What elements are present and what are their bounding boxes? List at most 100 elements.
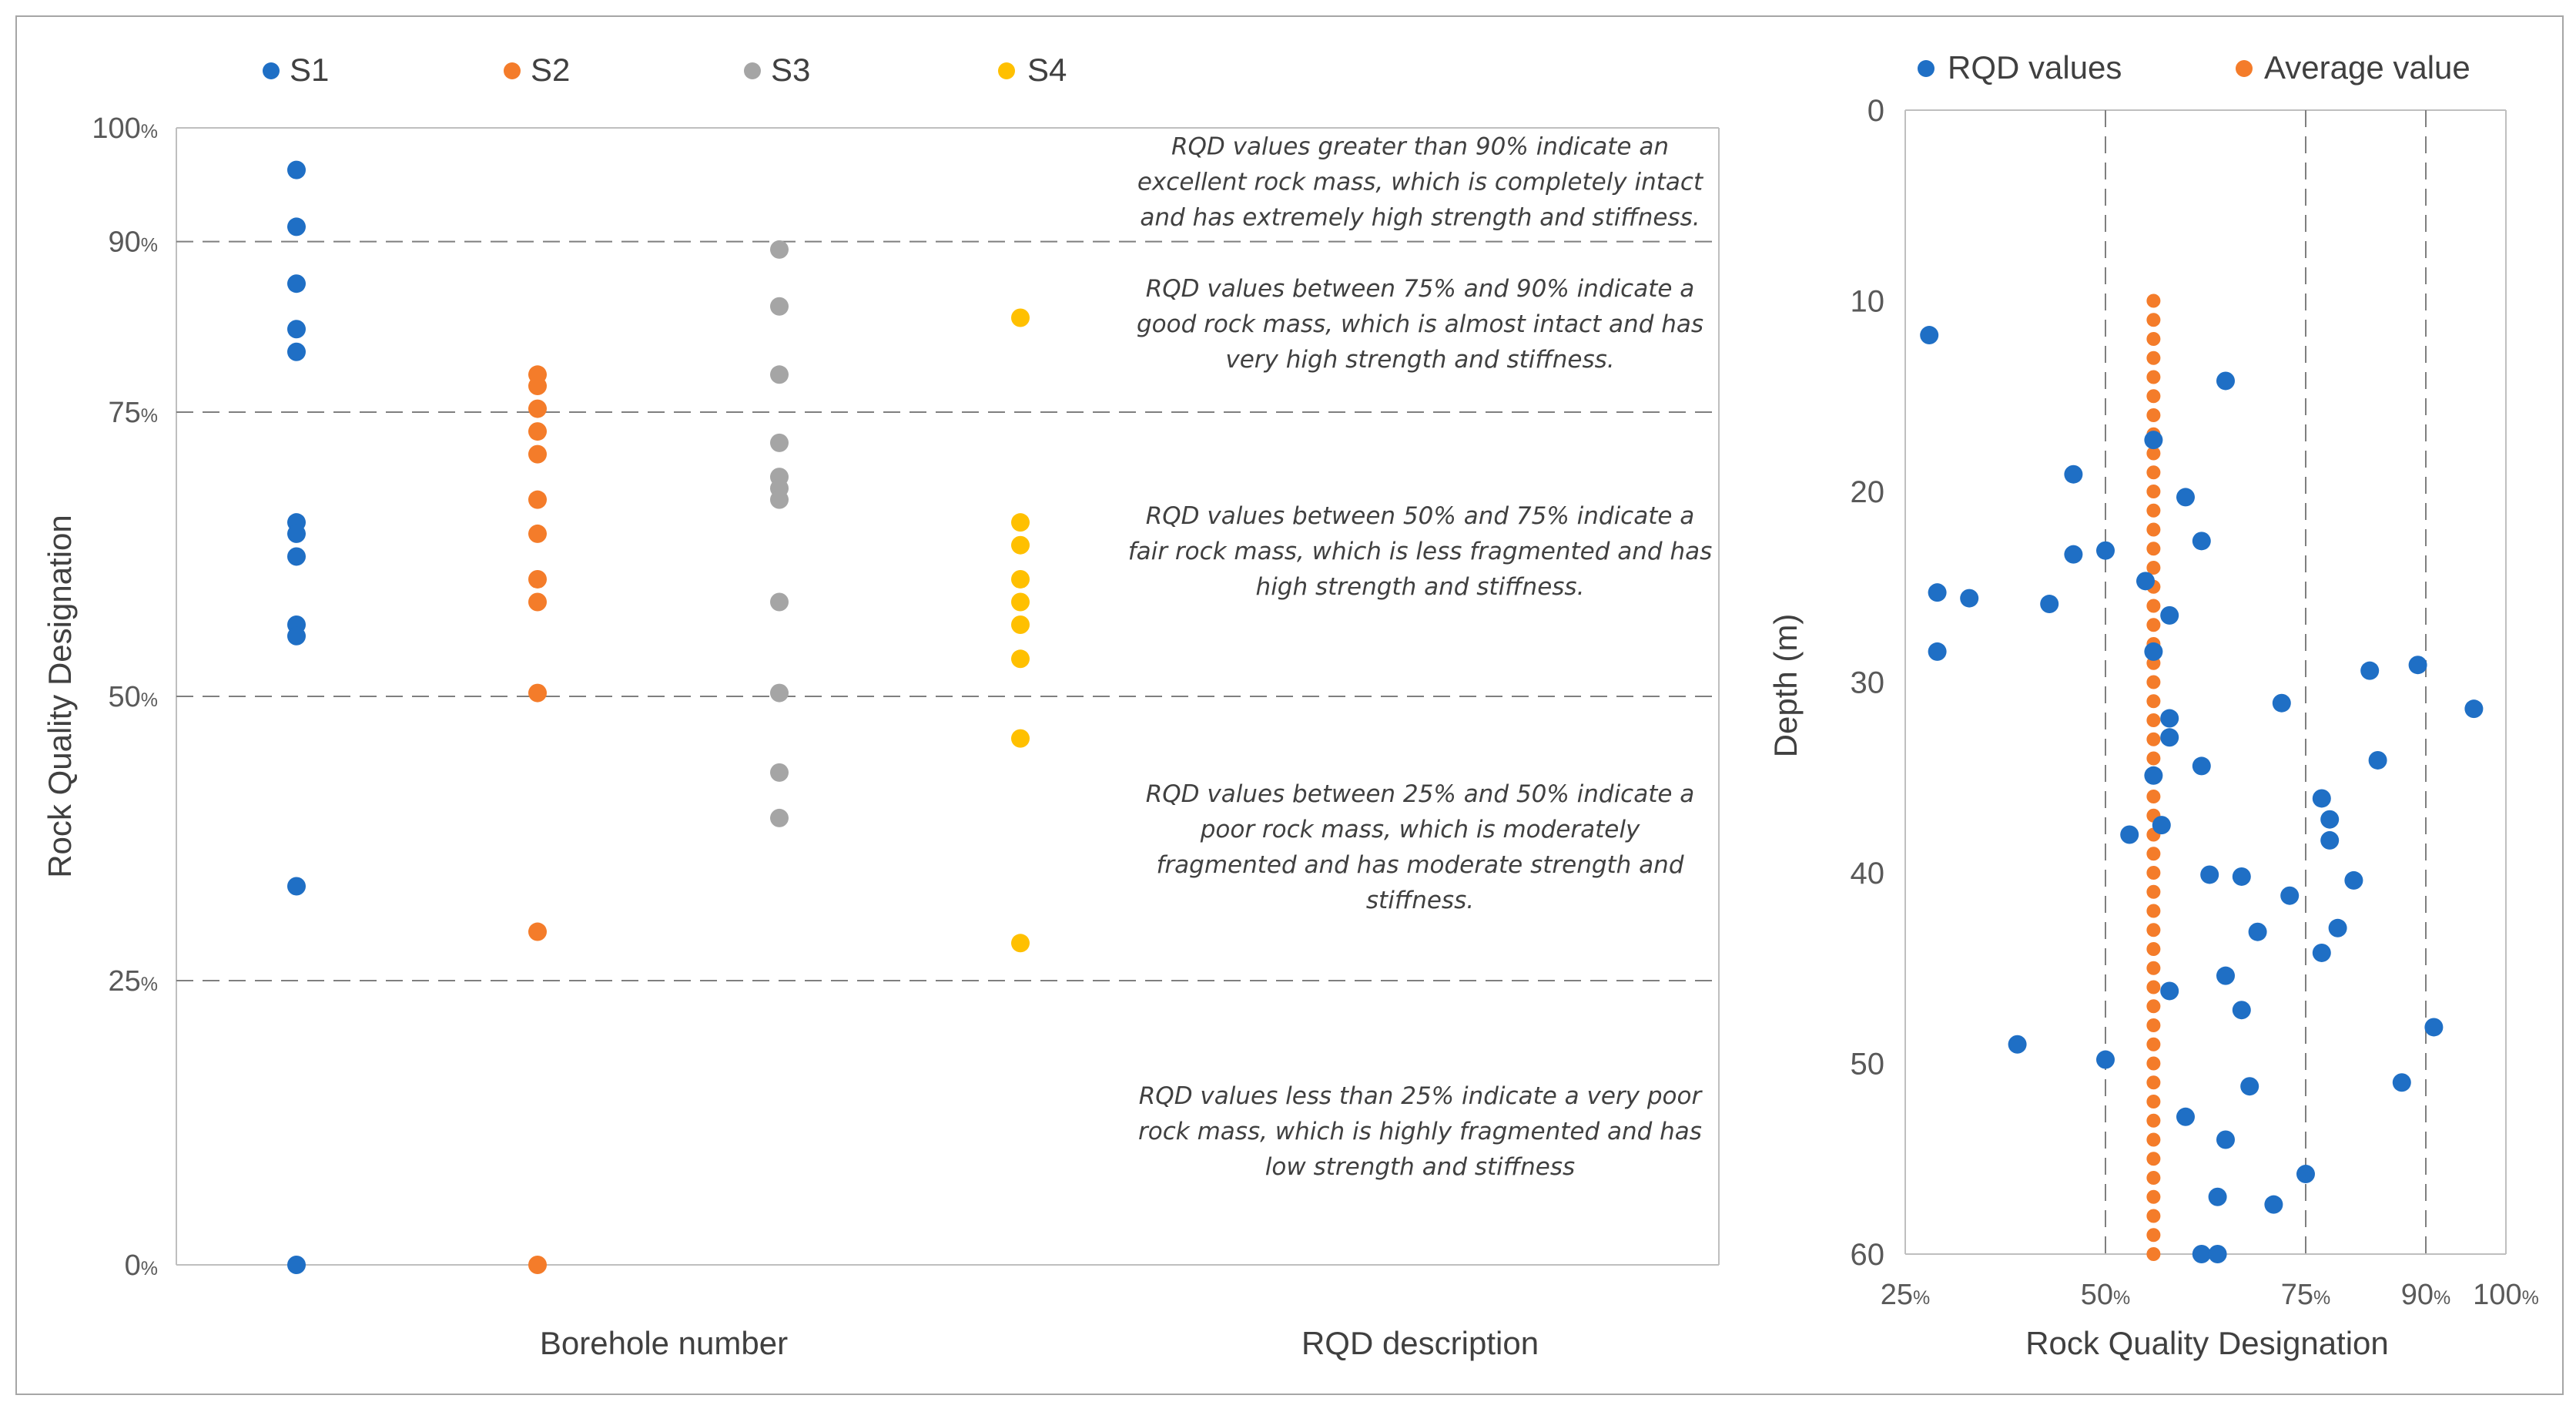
legend-item-rqd-values: RQD values xyxy=(1918,49,2122,86)
right-x-axis-title: Rock Quality Designation xyxy=(2025,1325,2389,1361)
rqd-point-17 xyxy=(2144,766,2163,785)
point-s4-0 xyxy=(1011,308,1030,327)
average-point-51 xyxy=(2146,1075,2161,1090)
point-s2-10 xyxy=(528,922,547,941)
rqd-value-points xyxy=(1920,326,2484,1263)
point-s2-8 xyxy=(528,592,547,612)
rqd-point-24 xyxy=(2280,886,2300,905)
y-tick-percent: % xyxy=(141,121,158,143)
rqd-point-6 xyxy=(2064,545,2083,564)
average-point-13 xyxy=(2146,350,2161,365)
average-point-60 xyxy=(2146,1247,2161,1261)
legend-marker-s2 xyxy=(504,62,521,79)
rqd-point-25 xyxy=(2248,922,2267,941)
point-s1-6 xyxy=(287,524,306,543)
description-0-line-1: excellent rock mass, which is completely… xyxy=(1137,168,1704,196)
point-s2-7 xyxy=(528,569,547,589)
average-point-42 xyxy=(2146,904,2161,918)
legend-item-s1: S1 xyxy=(263,52,329,88)
y-tick-percent: % xyxy=(141,689,158,711)
point-s3-0 xyxy=(770,240,789,259)
y-tick-75: 75% xyxy=(108,397,158,429)
rqd-point-45 xyxy=(2216,1130,2235,1149)
y-tick-number: 75 xyxy=(108,397,140,429)
left-y-axis-title: Rock Quality Designation xyxy=(42,515,78,878)
point-s1-2 xyxy=(287,274,306,293)
y-tick-number: 50 xyxy=(108,681,140,713)
average-point-58 xyxy=(2146,1209,2161,1223)
description-3-line-3: stiffness. xyxy=(1366,887,1474,914)
depth-tick-50: 50 xyxy=(1851,1048,1885,1082)
y-tick-number: 0 xyxy=(125,1249,141,1282)
rqd-tick-number: 50 xyxy=(2081,1279,2113,1311)
point-s2-5 xyxy=(528,490,547,509)
point-s3-1 xyxy=(770,297,789,316)
rqd-point-8 xyxy=(2136,572,2155,591)
description-0-line-2: and has extremely high strength and stif… xyxy=(1140,203,1700,231)
description-3-line-1: poor rock mass, which is moderately xyxy=(1200,816,1640,844)
rqd-point-15 xyxy=(2160,709,2179,728)
rqd-point-11 xyxy=(2144,642,2163,661)
legend-label-s3: S3 xyxy=(771,52,810,88)
y-tick-25: 25% xyxy=(108,965,158,998)
average-point-34 xyxy=(2146,751,2161,766)
average-point-14 xyxy=(2146,370,2161,384)
rqd-point-20 xyxy=(2152,816,2171,835)
description-4-line-2: low strength and stiffness xyxy=(1265,1153,1575,1181)
y-tick-percent: % xyxy=(141,1258,158,1280)
average-point-53 xyxy=(2146,1113,2161,1128)
point-s4-8 xyxy=(1011,934,1030,953)
point-s2-9 xyxy=(528,683,547,703)
average-point-59 xyxy=(2146,1228,2161,1243)
description-4-line-0: RQD values less than 25% indicate a very… xyxy=(1139,1082,1703,1110)
average-point-57 xyxy=(2146,1189,2161,1204)
rqd-point-10 xyxy=(2160,605,2179,625)
average-point-45 xyxy=(2146,961,2161,975)
average-point-52 xyxy=(2146,1095,2161,1108)
point-s4-5 xyxy=(1011,615,1030,635)
y-tick-50: 50% xyxy=(108,681,158,713)
rqd-point-43 xyxy=(2240,1077,2259,1096)
rqd-point-13 xyxy=(2192,532,2211,551)
rqd-point-19 xyxy=(2120,825,2139,844)
point-s1-1 xyxy=(287,217,306,236)
left-data-points xyxy=(287,160,1030,1274)
point-s2-11 xyxy=(528,1256,547,1274)
rqd-point-32 xyxy=(2344,870,2363,890)
point-s4-6 xyxy=(1011,649,1030,669)
legend-item-s2: S2 xyxy=(504,52,570,88)
point-s3-6 xyxy=(770,490,789,509)
legend-item-s4: S4 xyxy=(998,52,1067,88)
rqd-point-38 xyxy=(2464,699,2484,719)
rqd-point-23 xyxy=(2232,867,2251,886)
point-s1-4 xyxy=(287,342,306,361)
rqd-tick-number: 25 xyxy=(1881,1279,1913,1311)
rqd-point-7 xyxy=(2096,541,2115,560)
left-y-tick-labels: 0%25%50%75%90%100% xyxy=(92,112,158,1282)
rqd-point-27 xyxy=(2160,981,2179,1001)
rqd-point-2 xyxy=(1960,589,1979,608)
description-1-line-1: good rock mass, which is almost intact a… xyxy=(1137,310,1703,338)
average-point-26 xyxy=(2146,599,2161,613)
point-s1-11 xyxy=(287,1256,306,1274)
point-s4-3 xyxy=(1011,569,1030,589)
point-s2-2 xyxy=(528,399,547,418)
average-point-48 xyxy=(2146,1018,2161,1032)
rqd-point-36 xyxy=(2408,656,2427,675)
rqd-point-46 xyxy=(2296,1165,2315,1184)
rqd-point-49 xyxy=(2192,1245,2211,1263)
rqd-point-35 xyxy=(2360,661,2380,680)
left-legend: S1 S2 S3 S4 xyxy=(263,52,1067,88)
average-point-40 xyxy=(2146,866,2161,880)
rqd-tick-percent: % xyxy=(1913,1287,1930,1309)
rqd-point-0 xyxy=(1920,326,1939,345)
rqd-point-29 xyxy=(2312,789,2331,808)
rqd-tick-percent: % xyxy=(2113,1287,2130,1309)
point-s4-7 xyxy=(1011,729,1030,748)
average-point-23 xyxy=(2146,542,2161,556)
y-tick-number: 100 xyxy=(92,112,140,145)
y-tick-percent: % xyxy=(141,974,158,995)
point-s3-7 xyxy=(770,592,789,612)
left-reference-lines xyxy=(176,240,1719,981)
